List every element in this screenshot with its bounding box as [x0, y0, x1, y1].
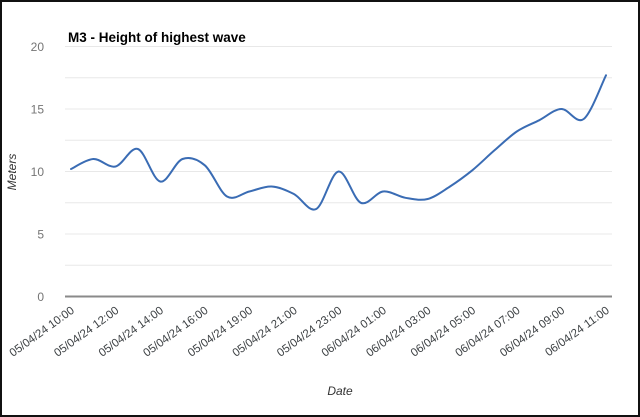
wave-height-line-series [70, 74, 607, 211]
y-tick-label: 10 [31, 165, 45, 179]
y-axis-title: Meters [5, 154, 19, 191]
y-tick-label: 20 [31, 40, 45, 54]
x-axis-title: Date [327, 384, 353, 398]
y-tick-label: 15 [31, 103, 45, 117]
y-tick-label: 0 [37, 290, 44, 304]
chart-title: M3 - Height of highest wave [68, 30, 246, 45]
y-axis-tick-labels: 0 5 10 15 20 [31, 40, 45, 304]
y-tick-label: 5 [37, 228, 44, 242]
gridlines [65, 46, 612, 298]
